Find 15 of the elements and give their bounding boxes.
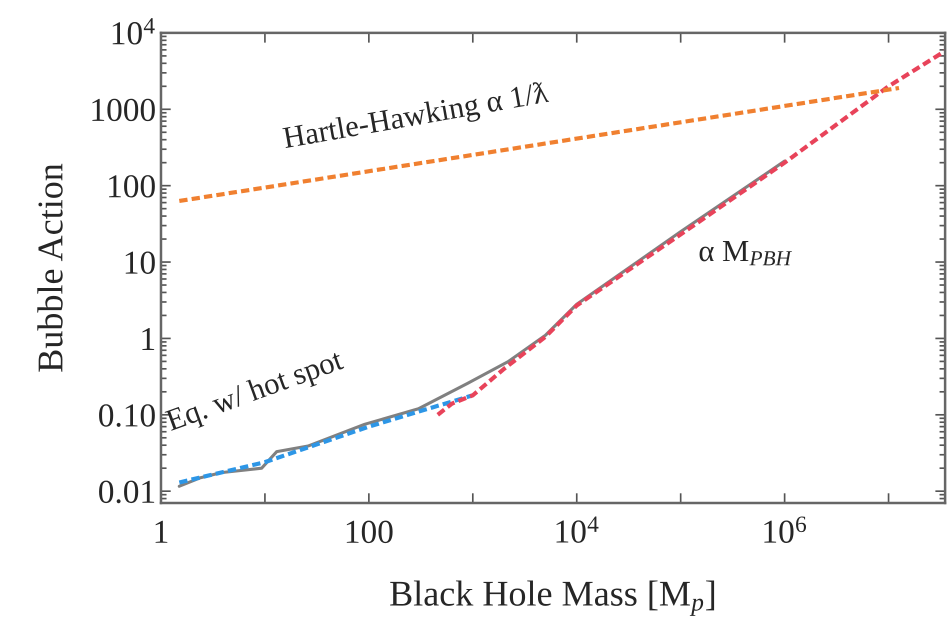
y-tick-label: 0.01	[99, 480, 154, 504]
x-tick-label: 100	[346, 520, 393, 544]
x-axis-title: Black Hole Mass [M$_{p}$]	[390, 580, 714, 616]
y-tick-label: 10$^{4}$	[112, 18, 155, 45]
annotation: α M$_{PBH}$	[700, 241, 792, 266]
annotation: Eq. w/ hot spot	[164, 348, 347, 437]
y-tick-label: 1	[142, 328, 154, 350]
y-tick-label: 1000	[92, 98, 155, 122]
y-axis-title: Bubble Action	[37, 164, 63, 372]
y-tick-label: 0.10	[99, 404, 155, 427]
annotation: Hartle-Hawking α 1/ƛ	[282, 80, 550, 155]
y-tick-label: 10	[126, 251, 155, 274]
y-tick-label: 100	[109, 175, 155, 198]
x-tick-label: 10$^{4}$	[556, 516, 598, 543]
x-tick-label: 10$^{6}$	[764, 516, 806, 543]
